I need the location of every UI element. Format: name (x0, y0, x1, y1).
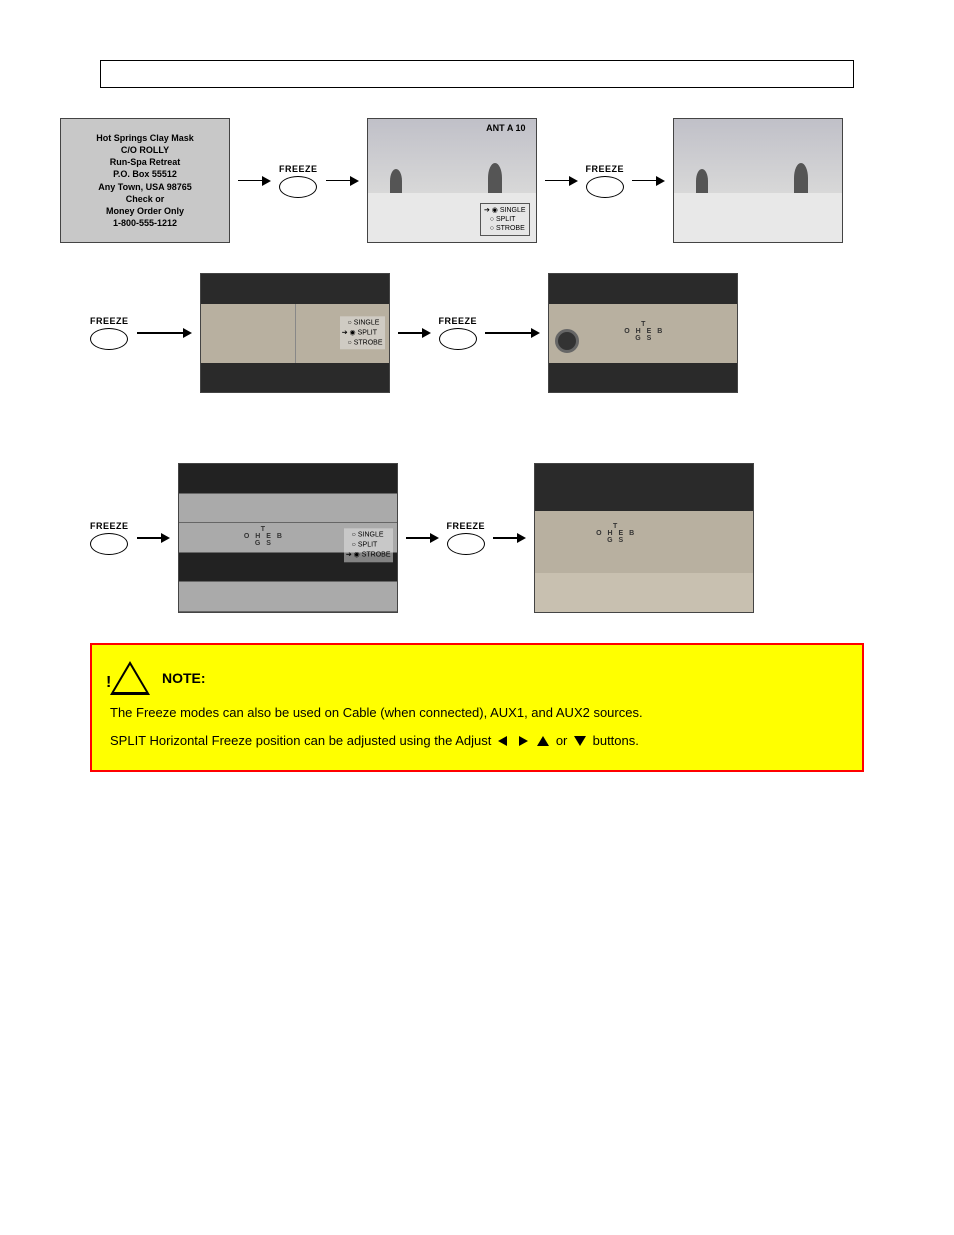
freeze-button-unit: FREEZE (447, 521, 486, 555)
ad-line: Check or (126, 193, 165, 205)
freeze-label: FREEZE (439, 316, 478, 326)
note-header: ! NOTE: (110, 661, 844, 695)
freeze-button-unit: FREEZE (279, 164, 318, 198)
freeze-button-unit: FREEZE (586, 164, 625, 198)
split-osd-screen: ○ SINGLE ➔ ◉ SPLIT ○ STROBE (200, 273, 390, 393)
ad-line: Any Town, USA 98765 (98, 181, 192, 193)
osd-single-option: ➔ ◉ SINGLE (484, 206, 526, 215)
ad-line: Run-Spa Retreat (110, 156, 181, 168)
split-result-screen: T O H E B G S (548, 273, 738, 393)
letter-blocks: T O H E B G S (596, 523, 636, 544)
note-title: NOTE: (162, 668, 206, 689)
letter-blocks: T O H E B G S (244, 526, 284, 547)
osd-split-option: ➔ ◉ SPLIT (342, 328, 383, 338)
osd-single-option: ○ SINGLE (346, 531, 391, 541)
right-arrow-icon (517, 735, 529, 747)
flow-arrow (406, 533, 439, 543)
letter-blocks: T O H E B G S (624, 321, 664, 342)
freeze-button-unit: FREEZE (90, 316, 129, 350)
note-body-line: The Freeze modes can also be used on Cab… (110, 703, 844, 723)
flow-arrow (485, 328, 540, 338)
wheel-graphic (555, 329, 579, 353)
freeze-button[interactable] (586, 176, 624, 198)
header-rule-box (100, 60, 854, 88)
flow-arrow (632, 176, 665, 186)
freeze-label: FREEZE (279, 164, 318, 174)
flow-arrow (545, 176, 578, 186)
up-arrow-icon (536, 735, 550, 747)
flow-arrow (137, 533, 170, 543)
split-flow-row: FREEZE ○ SINGLE ➔ ◉ SPLIT ○ STROBE FREEZ… (90, 273, 894, 393)
warning-icon: ! (110, 661, 150, 695)
freeze-mode-osd: ➔ ◉ SINGLE ○ SPLIT ○ STROBE (480, 203, 530, 236)
flow-arrow (238, 176, 271, 186)
osd-strobe-option: ○ STROBE (484, 224, 526, 233)
freeze-button[interactable] (439, 328, 477, 350)
ad-line: P.O. Box 55512 (113, 168, 177, 180)
single-flow-row: Hot Springs Clay Mask C/O ROLLY Run-Spa … (60, 118, 894, 243)
flow-arrow (398, 328, 431, 338)
osd-strobe-option: ○ STROBE (342, 338, 383, 348)
landscape-osd-screen: ANT A 10 ➔ ◉ SINGLE ○ SPLIT ○ STROBE (367, 118, 537, 243)
ad-line: Hot Springs Clay Mask (96, 132, 194, 144)
frozen-landscape-screen (673, 118, 843, 243)
freeze-button-unit: FREEZE (439, 316, 478, 350)
note-callout: ! NOTE: The Freeze modes can also be use… (90, 643, 864, 772)
osd-split-option: ○ SPLIT (484, 215, 526, 224)
ad-line: 1-800-555-1212 (113, 217, 177, 229)
strobe-flow-row: FREEZE T O H E B G S ○ (90, 463, 894, 613)
osd-split-option: ○ SPLIT (346, 540, 391, 550)
strobe-freeze-section: FREEZE T O H E B G S ○ (60, 463, 894, 613)
freeze-label: FREEZE (586, 164, 625, 174)
freeze-button[interactable] (279, 176, 317, 198)
osd-single-option: ○ SINGLE (342, 318, 383, 328)
freeze-mode-osd: ○ SINGLE ○ SPLIT ➔ ◉ STROBE (344, 529, 393, 562)
single-freeze-section: Hot Springs Clay Mask C/O ROLLY Run-Spa … (60, 118, 894, 243)
freeze-mode-osd: ○ SINGLE ➔ ◉ SPLIT ○ STROBE (340, 316, 385, 349)
advert-screen: Hot Springs Clay Mask C/O ROLLY Run-Spa … (60, 118, 230, 243)
freeze-button[interactable] (447, 533, 485, 555)
ad-line: Money Order Only (106, 205, 184, 217)
down-arrow-icon (573, 735, 587, 747)
note-body-line: SPLIT Horizontal Freeze position can be … (110, 731, 844, 751)
split-freeze-section: FREEZE ○ SINGLE ➔ ◉ SPLIT ○ STROBE FREEZ… (60, 273, 894, 393)
flow-arrow (326, 176, 359, 186)
antenna-label: ANT A 10 (486, 123, 525, 133)
freeze-label: FREEZE (447, 521, 486, 531)
freeze-button[interactable] (90, 533, 128, 555)
freeze-button-unit: FREEZE (90, 521, 129, 555)
freeze-label: FREEZE (90, 316, 129, 326)
freeze-button[interactable] (90, 328, 128, 350)
strobe-osd-screen: T O H E B G S ○ SINGLE ○ SPLIT ➔ ◉ STROB… (178, 463, 398, 613)
left-arrow-icon (497, 735, 509, 747)
osd-strobe-option: ➔ ◉ STROBE (346, 550, 391, 560)
strobe-result-screen: T O H E B G S (534, 463, 754, 613)
flow-arrow (493, 533, 526, 543)
flow-arrow (137, 328, 192, 338)
ad-line: C/O ROLLY (121, 144, 169, 156)
freeze-label: FREEZE (90, 521, 129, 531)
